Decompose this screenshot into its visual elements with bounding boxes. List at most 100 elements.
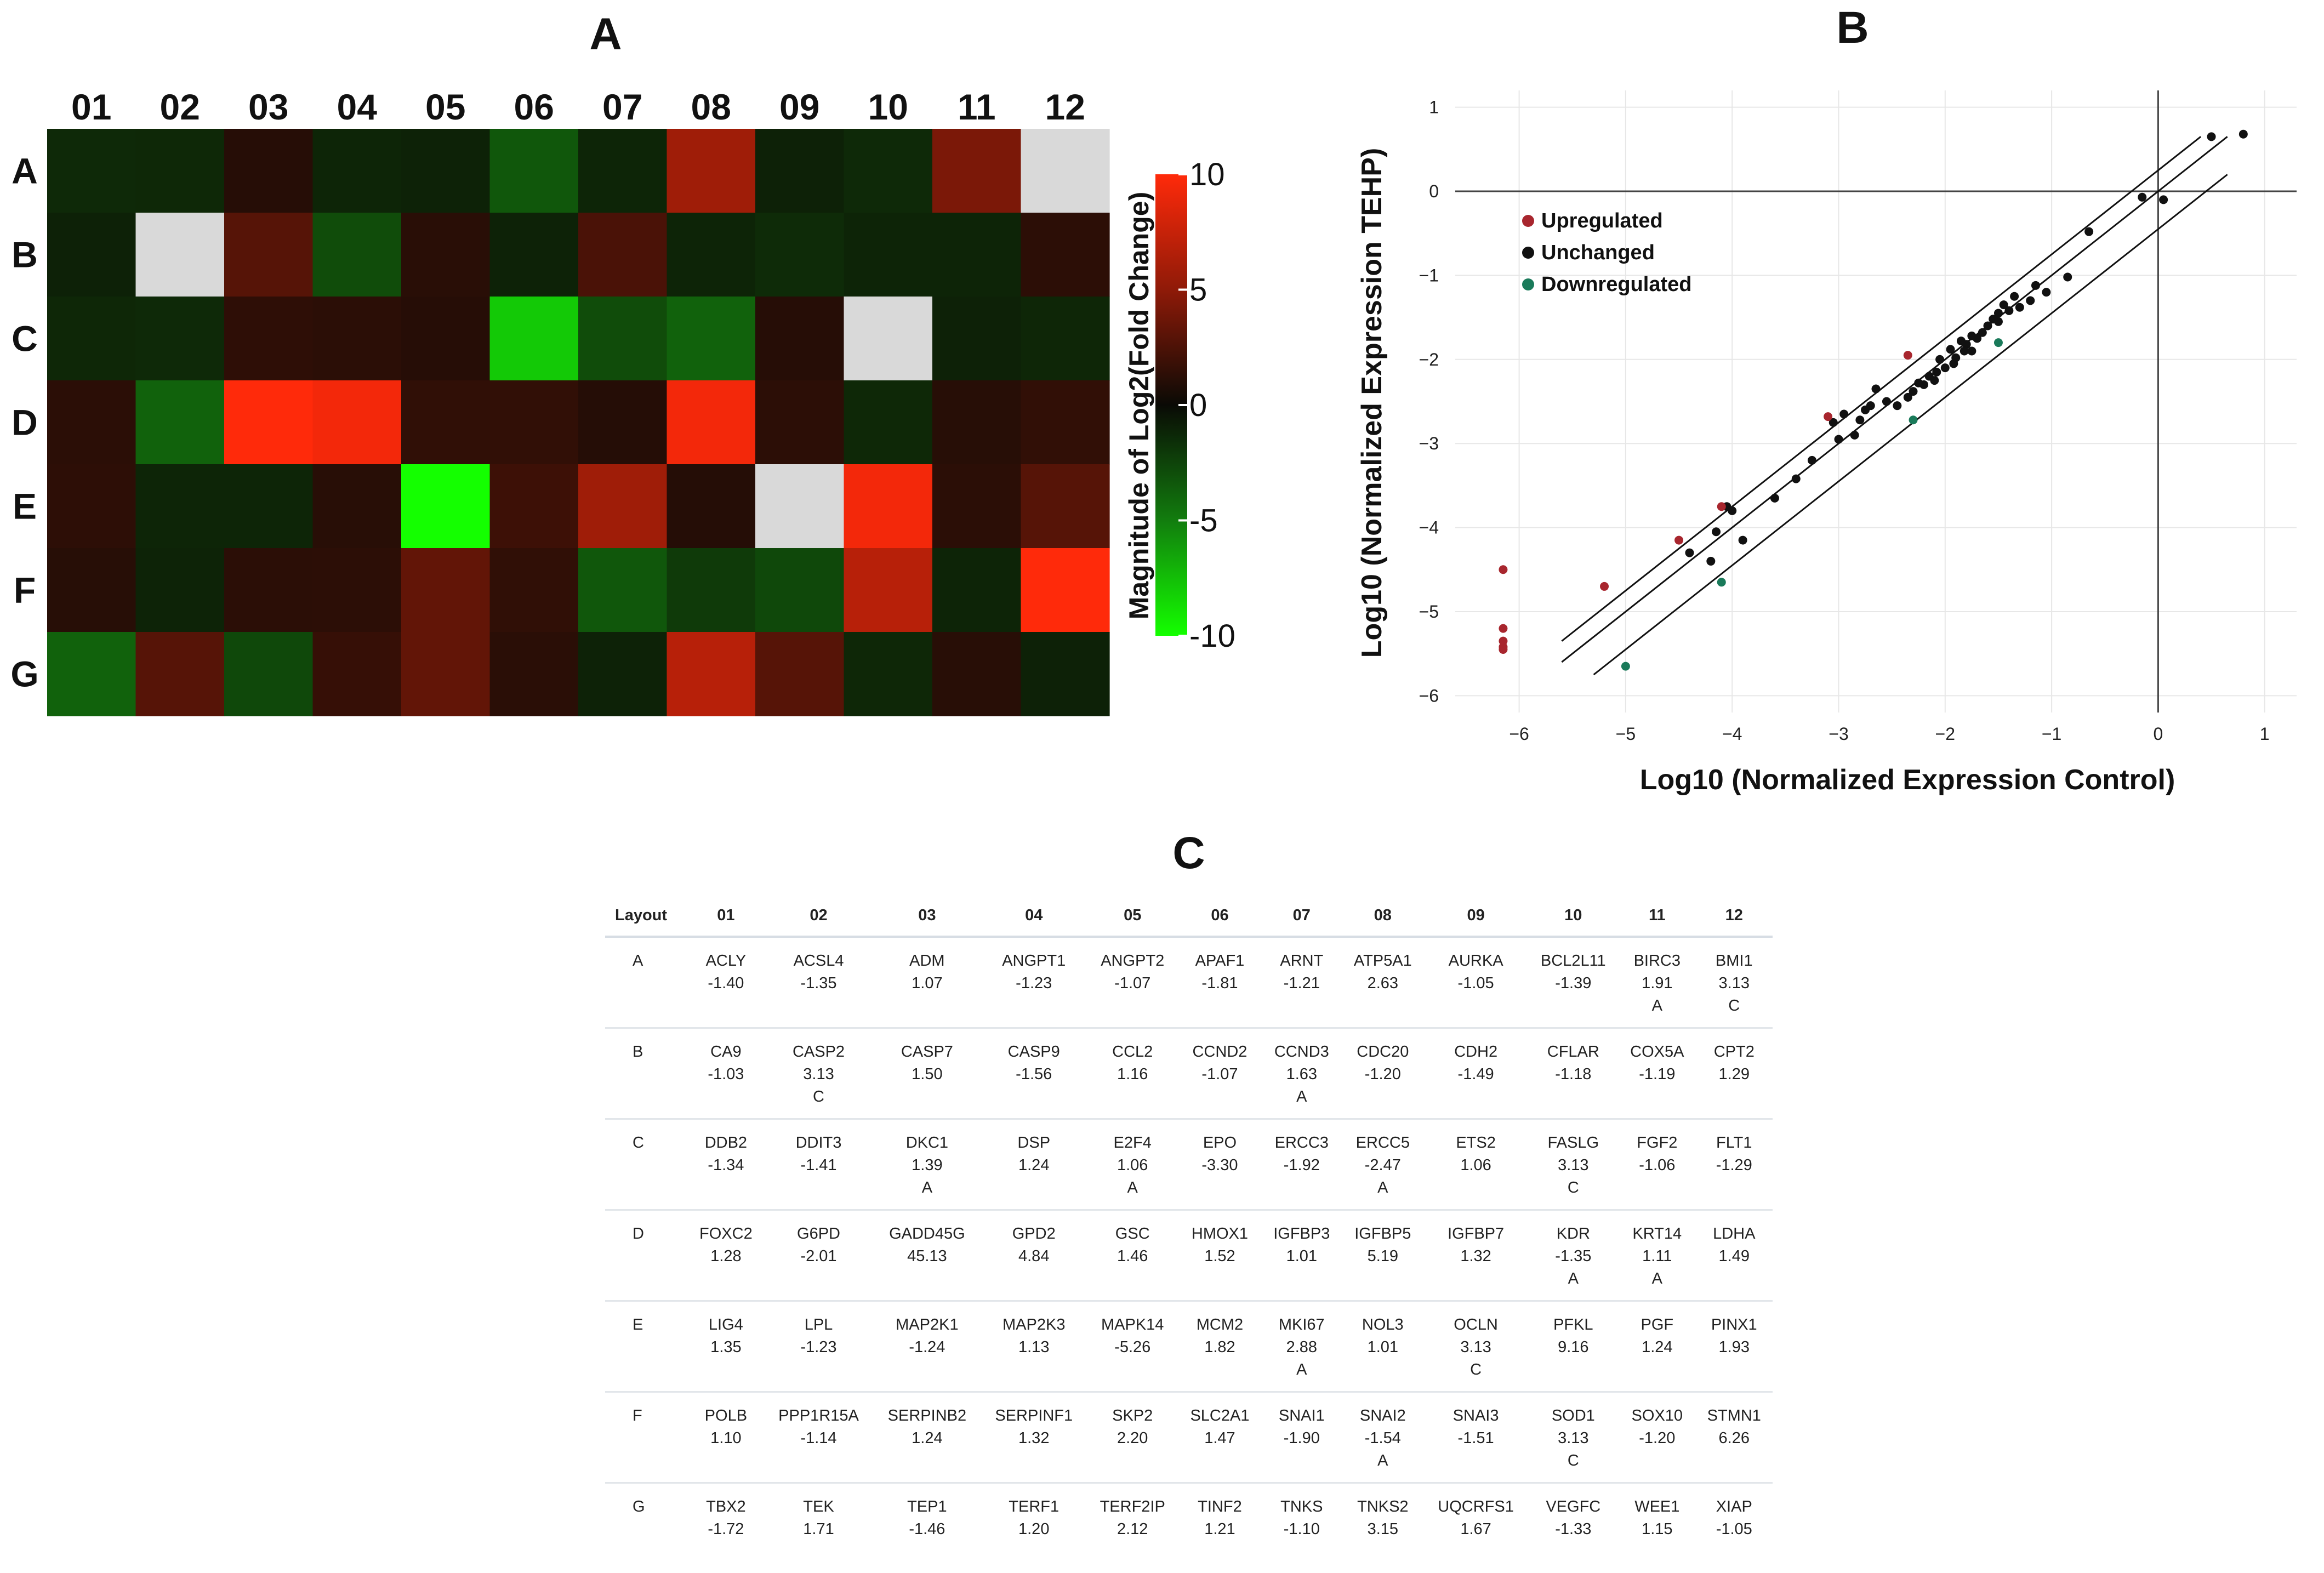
point-downregulated [1909,415,1918,424]
x-tick-label: −6 [1509,724,1529,744]
fold-regulation-value: 1.06 [1428,1154,1524,1177]
fold-regulation-value: 1.24 [1623,1336,1691,1359]
heatmap-cells [47,129,1110,716]
quality-flag: A [1346,1177,1420,1199]
point-unchanged [1893,401,1901,410]
gene-name: KDR [1533,1223,1615,1245]
heatmap-cell [136,297,225,381]
point-upregulated [1674,536,1683,545]
row-label: G [605,1483,688,1573]
point-unchanged [2207,132,2216,141]
gene-name: WEE1 [1623,1496,1691,1518]
heatmap-cell [490,464,579,549]
fold-regulation-value: 1.28 [692,1245,759,1268]
fold-regulation-value: -1.23 [985,972,1083,995]
fold-regulation-value: -1.92 [1266,1154,1337,1177]
quality-flag [1428,1177,1524,1199]
row-label: C [605,1119,688,1210]
point-unchanged [1808,456,1816,465]
point-unchanged [1904,393,1912,402]
quality-flag [1623,1086,1691,1108]
fold-regulation-value: 1.07 [878,972,976,995]
gene-name: CDC20 [1346,1041,1420,1063]
header-column: 11 [1619,894,1695,937]
point-downregulated [1994,338,2003,347]
heatmap-cell [578,213,667,297]
gene-name: ARNT [1266,950,1337,972]
heatmap-cell [401,464,490,549]
quality-flag: A [1266,1359,1337,1381]
gene-name: UQCRFS1 [1428,1496,1524,1518]
heatmap-cell [490,548,579,632]
fold-regulation-value: 1.10 [692,1427,759,1450]
quality-flag [985,1450,1083,1472]
table-cell: PPP1R15A-1.14 [764,1392,874,1483]
heatmap-cell [667,213,756,297]
fold-regulation-value: -1.29 [1700,1154,1768,1177]
heatmap-cell [667,548,756,632]
heatmap-cell [578,380,667,465]
fold-regulation-value: 1.06 [1091,1154,1174,1177]
quality-flag: A [1266,1086,1337,1108]
heatmap-cell [490,380,579,465]
fold-regulation-value: 2.63 [1346,972,1420,995]
gene-name: ACLY [692,950,759,972]
point-upregulated [1499,624,1507,633]
fold-regulation-value: 2.88 [1266,1336,1337,1359]
x-tick-label: −1 [2042,724,2061,744]
heatmap-cell [578,548,667,632]
fold-regulation-value: -3.30 [1182,1154,1257,1177]
table-cell: ANGPT2-1.07 [1087,937,1178,1028]
point-unchanged [1967,346,1976,355]
point-unchanged [2010,292,2019,301]
gene-name: MCM2 [1182,1314,1257,1336]
heatmap-cell [1021,213,1110,297]
gene-name: TNKS2 [1346,1496,1420,1518]
gene-name: ACSL4 [768,950,869,972]
gene-name: GADD45G [878,1223,976,1245]
gene-name: HMOX1 [1182,1223,1257,1245]
heatmap-cell [224,380,313,465]
table-cell: MAPK14-5.26 [1087,1301,1178,1392]
point-unchanged [1770,494,1779,503]
heatmap-cell [490,129,579,213]
table-cell: ANGPT1-1.23 [981,937,1087,1028]
table-cell: CDC20-1.20 [1342,1028,1424,1119]
point-unchanged [1839,410,1848,419]
point-downregulated [1621,662,1630,671]
fold-regulation-value: 1.24 [985,1154,1083,1177]
gene-name: CCND3 [1266,1041,1337,1063]
quality-flag [1182,1541,1257,1563]
fold-regulation-value: 4.84 [985,1245,1083,1268]
gene-name: LDHA [1700,1223,1768,1245]
gene-name: BIRC3 [1623,950,1691,972]
gene-name: FGF2 [1623,1132,1691,1154]
point-unchanged [2000,300,2008,309]
header-column: 08 [1342,894,1424,937]
column-label: 04 [337,87,378,127]
column-label: 10 [868,87,908,127]
gene-name: SNAI2 [1346,1405,1420,1427]
heatmap-cell [932,297,1021,381]
heatmap-cell [136,632,225,716]
quality-flag [1700,1177,1768,1199]
heatmap-cell [490,297,579,381]
quality-flag [1623,1541,1691,1563]
quality-flag [1266,1541,1337,1563]
quality-flag [692,1541,759,1563]
